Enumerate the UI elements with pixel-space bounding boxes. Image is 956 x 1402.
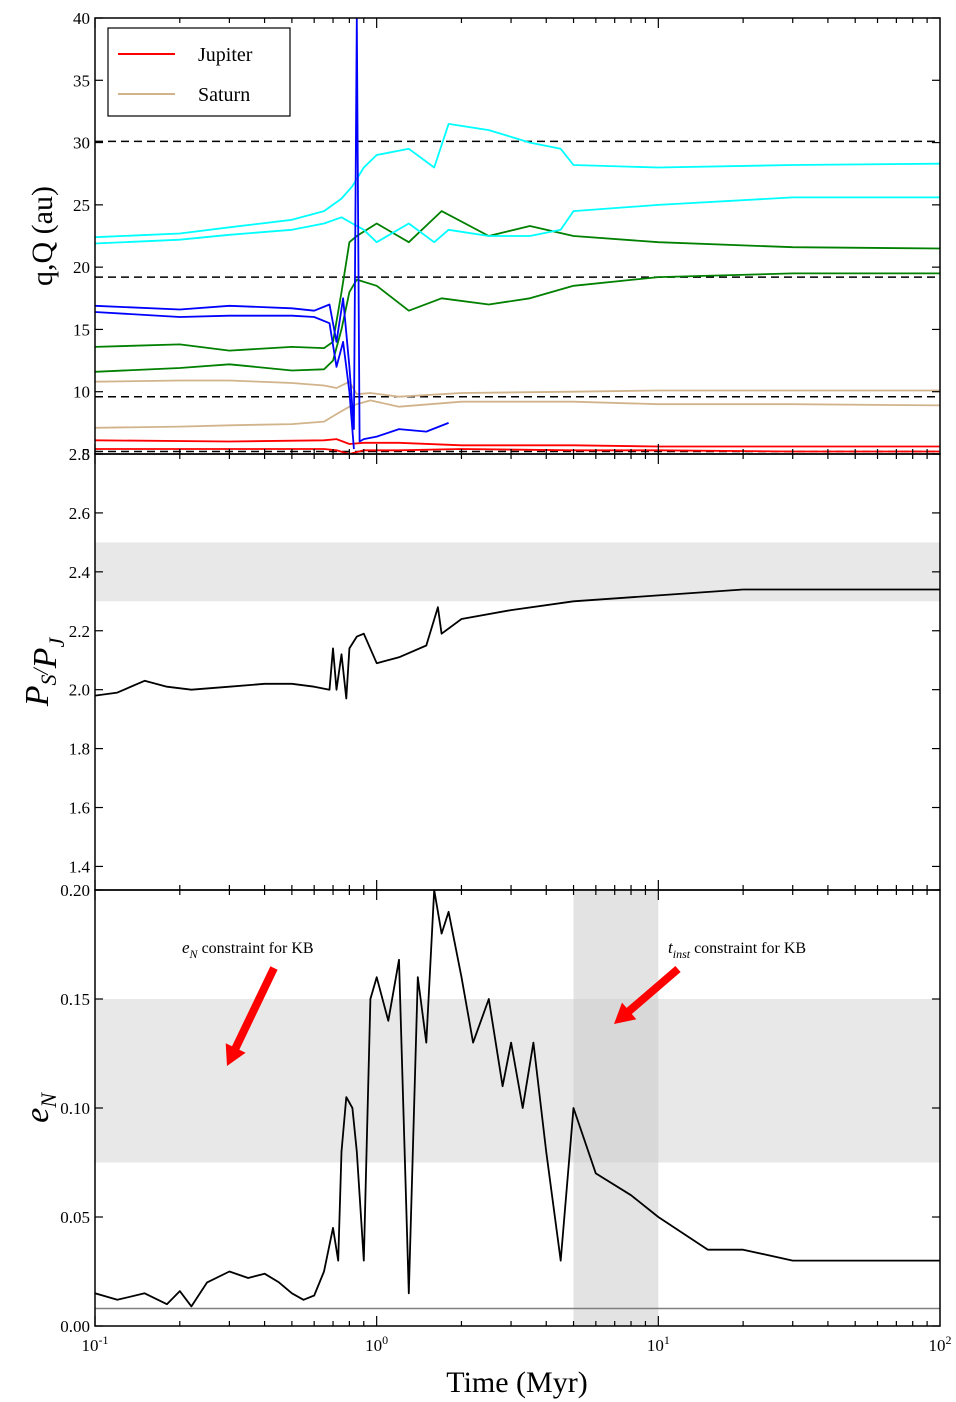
series-line-9	[95, 311, 355, 450]
y-tick-label: 0.15	[60, 990, 90, 1009]
x-axis: 10-1 100 101 102	[82, 1333, 952, 1355]
x-tick-label: 101	[647, 1333, 670, 1355]
y-axis-label-top: q,Q (au)	[26, 186, 59, 286]
series-line-5	[95, 272, 940, 373]
y-tick-label: 2.2	[69, 622, 90, 641]
y-tick-label: 1.8	[69, 740, 90, 759]
series-line-3	[95, 399, 940, 429]
shaded-band	[95, 542, 940, 602]
plot-area	[95, 542, 940, 700]
legend-label: Jupiter	[198, 44, 253, 66]
legend-label: Saturn	[198, 84, 250, 106]
y-tick-label: 0.10	[60, 1099, 90, 1118]
y-tick-label: 40	[73, 9, 90, 28]
annotations: eN constraint for KB tinst constraint for…	[182, 938, 806, 1066]
y-tick-label: 1.6	[69, 799, 90, 818]
y-tick-label: 0.00	[60, 1317, 90, 1336]
y-tick-label: 2.4	[69, 563, 91, 582]
annotation-arrow	[614, 966, 681, 1024]
y-tick-label: 2.0	[69, 681, 90, 700]
x-tick-label: 10-1	[82, 1333, 109, 1355]
y-tick-label: 35	[73, 71, 90, 90]
annotation-text: eN constraint for KB	[182, 938, 314, 961]
legend-box	[107, 27, 291, 117]
series-line-4	[95, 210, 940, 352]
annotation-arrow	[225, 966, 278, 1066]
series-line-2	[95, 379, 940, 398]
y-tick-label: 0.05	[60, 1208, 90, 1227]
y-tick-label: 2.6	[69, 504, 90, 523]
legend: Jupiter Saturn	[107, 27, 291, 117]
plot-area	[95, 18, 940, 454]
y-tick-label: 30	[73, 134, 90, 153]
panel-neptune-eccentricity: 0.00 0.05 0.10 0.15 0.20	[60, 881, 941, 1336]
y-tick-label: 2.8	[69, 445, 90, 464]
plot-area	[95, 890, 940, 1326]
y-tick-label: 10	[73, 383, 90, 402]
y-axis-label-mid: PS/PJ	[19, 637, 69, 708]
x-axis-label: Time (Myr)	[446, 1366, 587, 1399]
series-line-8	[95, 18, 449, 443]
x-tick-label: 100	[365, 1333, 388, 1355]
annotation-text: tinst constraint for KB	[668, 938, 806, 961]
panel-period-ratio: 1.4 1.6 1.8 2.0 2.2 2.4 2.6 2.8	[69, 445, 941, 891]
y-tick-label: 1.4	[69, 857, 91, 876]
x-tick-label: 102	[929, 1333, 952, 1355]
shaded-x-band	[573, 890, 659, 1326]
axis-labels: Time (Myr) q,Q (au) PS/PJ eN	[19, 186, 588, 1399]
y-tick-label: 0.20	[60, 881, 90, 900]
series-line-7	[95, 196, 940, 245]
series-line-0	[95, 890, 940, 1308]
series-line-0	[95, 438, 940, 448]
y-tick-label: 25	[73, 196, 90, 215]
plot-frame	[94, 453, 941, 891]
series-line-6	[95, 123, 940, 239]
y-axis-label-bottom: eN	[19, 1092, 61, 1123]
y-tick-label: 5	[82, 445, 91, 464]
series-line-1	[95, 448, 940, 454]
y-tick-label: 20	[73, 258, 90, 277]
y-tick-label: 15	[73, 320, 90, 339]
series-line-0	[95, 588, 940, 700]
